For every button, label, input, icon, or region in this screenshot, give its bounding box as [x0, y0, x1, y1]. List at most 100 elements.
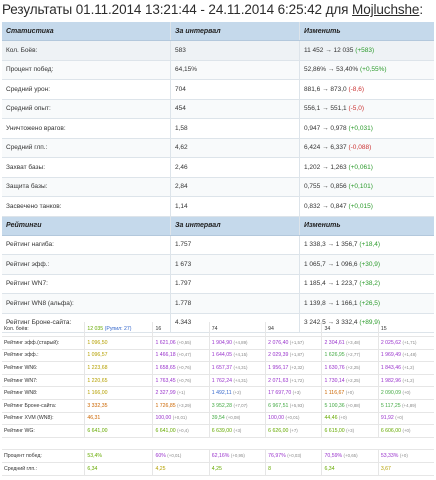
- row-label: Рейтинг эфф.:: [2, 349, 85, 363]
- detail-delta: (+0): [345, 390, 354, 396]
- detail-value: 1 220,65: [87, 377, 108, 384]
- ratings-row: Рейтинг WN7: 1.797 1 185,4 → 1 223,7 (+38,…: [2, 274, 434, 294]
- detail-delta: (+4,31): [233, 364, 248, 370]
- ratings-row: Рейтинг эфф.: 1 673 1 065,7 → 1 096,6 (+30…: [2, 254, 434, 275]
- battles-value: 34: [324, 326, 331, 332]
- detail-cell: 1 096,50: [84, 336, 153, 350]
- detail-row: Средний глп.: 6,34 4,25 4,25 8 6,34 3,67: [2, 462, 434, 476]
- change-cell: 881,6 → 873,0 (-8,6): [299, 79, 434, 100]
- change-delta: (-8,6): [348, 85, 364, 93]
- detail-delta: (+0,76): [177, 377, 192, 383]
- detail-value: 3 952,28: [211, 402, 232, 409]
- row-label: Уничтожено врагов:: [2, 118, 171, 139]
- detail-cell: 4,25: [208, 462, 266, 476]
- detail-cell: 1 492,11 (+2): [208, 386, 266, 400]
- detail-cell: 6 626,00 (+7): [265, 424, 322, 438]
- row-label: Рейтинг WG:: [2, 424, 85, 438]
- row-label: Кол. Боёв:: [2, 40, 171, 61]
- ratings-row: Рейтинг WN8 (альфа): 1.778 1 139,8 → 1 166…: [2, 293, 434, 314]
- results-title: Результаты 01.11.2014 13:21:44 - 24.11.2…: [2, 2, 349, 17]
- row-label: Средний урон:: [2, 79, 171, 100]
- detail-value: 2 029,39: [268, 352, 289, 359]
- interval-value: 704: [170, 79, 300, 100]
- detail-value: 39,54: [211, 415, 225, 422]
- detail-cell: 2 090,09 (+0): [377, 386, 434, 400]
- change-delta: (+18,4): [359, 241, 381, 249]
- interval-value: 1.797: [170, 274, 300, 294]
- change-value: 52,86% → 53,40%: [304, 66, 359, 74]
- detail-delta: (+3): [233, 427, 242, 433]
- detail-cell: 5 117,25 (+4,89): [377, 399, 434, 413]
- change-value: 0,832 → 0,847: [304, 202, 347, 210]
- interval-value: 4,62: [170, 138, 300, 158]
- detail-cell: 3 332,35: [84, 399, 153, 413]
- player-link[interactable]: Mojluchshe: [352, 2, 420, 17]
- detail-cell: 1 843,46 (+1,2): [377, 361, 434, 375]
- change-value: 11 452 → 12 035: [304, 46, 354, 54]
- detail-cell: 2 327,99 (+1): [152, 386, 210, 400]
- detail-delta: (+3,29): [177, 402, 192, 408]
- detail-cell: 2 029,39 (+1,87): [265, 349, 322, 363]
- detail-delta: (+0,08): [226, 415, 241, 421]
- detail-value: 2 025,62: [380, 339, 402, 346]
- detail-delta: (+1,2): [402, 377, 415, 383]
- detail-delta: (+2): [233, 390, 241, 396]
- change-delta: (+26,5): [359, 299, 381, 307]
- battles-value: 74: [211, 326, 218, 332]
- detail-cell: 3,67: [377, 462, 434, 476]
- detail-value: 1 843,46: [380, 364, 402, 371]
- ratings-row: Рейтинг нагиба: 1.757 1 338,3 → 1 356,7 (+…: [2, 235, 434, 255]
- interval-value: 1,14: [170, 196, 300, 217]
- detail-delta: (+0,76): [177, 364, 192, 370]
- detail-cell: 17 697,70 (+3): [265, 386, 322, 400]
- detail-value: 6 606,00: [380, 427, 402, 434]
- detail-value: 6,34: [324, 465, 335, 472]
- detail-cell: 5 100,36 (+0,88): [321, 399, 379, 413]
- change-value: 1 185,4 → 1 223,7: [304, 280, 358, 288]
- row-label: Средний глп.:: [2, 138, 171, 158]
- change-value: 0,947 → 0,978: [304, 124, 347, 132]
- row-label: Рейтинг WN8 (альфа):: [2, 293, 171, 314]
- row-label: Захват базы:: [2, 157, 171, 178]
- ratings-header-cell: Рейтинги: [2, 216, 171, 236]
- row-label: Защита базы:: [2, 177, 171, 197]
- detail-cell: 100,00 (+0,01): [265, 412, 322, 426]
- detail-cell: 44,46 (+0): [321, 412, 379, 426]
- detail-cell: 2 071,63 (+1,72): [265, 374, 322, 388]
- detail-cell: 6,34: [321, 462, 379, 476]
- detail-delta: (+2,77): [346, 352, 361, 358]
- detail-value: 46,31: [87, 415, 101, 422]
- change-value: 1 065,7 → 1 096,6: [304, 260, 358, 268]
- detail-cell: 1 982,96 (+1,2): [377, 374, 434, 388]
- detail-delta: (+1,71): [402, 339, 417, 345]
- detail-delta: (+7,07): [233, 402, 248, 408]
- detail-value: 100,00: [155, 415, 172, 422]
- detail-cell: 6 639,00 (+3): [208, 424, 266, 438]
- change-delta: (+0,061): [348, 163, 373, 171]
- change-cell: 11 452 → 12 035 (+583): [299, 40, 434, 61]
- detail-value: 5 117,25: [380, 402, 401, 409]
- change-delta: (+583): [355, 46, 375, 54]
- row-label: Рейтинг WN6:: [2, 361, 85, 375]
- change-delta: (+0,101): [348, 183, 373, 191]
- detail-delta: (+0,95): [230, 453, 245, 459]
- detail-value: 53,4%: [87, 453, 103, 460]
- detail-delta: (+0,01): [285, 415, 300, 421]
- detail-delta: (+2,25): [346, 377, 361, 383]
- detail-delta: (+2,25): [346, 364, 361, 370]
- ratings-header-cell: Изменить: [299, 216, 434, 236]
- detail-delta: (+0): [395, 415, 404, 421]
- detail-value: 1 762,24: [211, 377, 232, 384]
- interval-value: 1 673: [170, 254, 300, 275]
- change-value: 1,202 → 1,263: [304, 163, 347, 171]
- detail-value: 1 116,67: [324, 390, 345, 397]
- detail-cell: 6 641,00 (+0,4): [152, 424, 210, 438]
- interval-value: 64,15%: [170, 60, 300, 80]
- detail-value: 1 657,37: [211, 364, 232, 371]
- detail-value: 2 090,09: [380, 390, 402, 397]
- battles-cell: 74: [208, 322, 266, 337]
- interval-value: 1.757: [170, 235, 300, 255]
- detail-cell: 1 904,90 (+4,89): [208, 336, 266, 350]
- detail-cell: 1 220,65: [84, 374, 153, 388]
- detail-value: 62,16%: [211, 453, 230, 460]
